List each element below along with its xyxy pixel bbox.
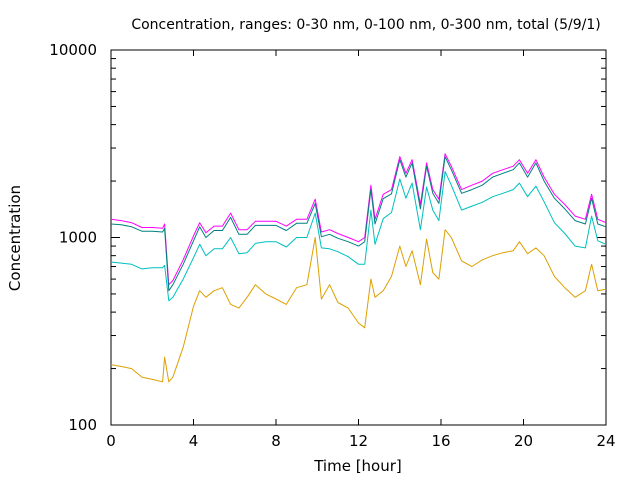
- plot-frame: [110, 49, 607, 426]
- x-tick-label-6: 24: [596, 432, 615, 450]
- y-axis: 100 1000 10000: [49, 41, 606, 434]
- y-tick-label-2: 10000: [49, 41, 97, 59]
- series-layer: [110, 153, 607, 383]
- chart-title: Concentration, ranges: 0-30 nm, 0-100 nm…: [131, 17, 600, 33]
- x-tick-label-1: 4: [189, 432, 199, 450]
- x-tick-label-5: 20: [514, 432, 533, 450]
- x-axis: 0 4 8 12 16 20 24: [106, 50, 616, 450]
- series-line-1: [110, 156, 607, 292]
- x-tick-label-3: 12: [349, 432, 368, 450]
- x-tick-label-2: 8: [271, 432, 281, 450]
- y-axis-label: Concentration: [6, 185, 24, 291]
- y-tick-label-0: 100: [68, 416, 97, 434]
- series-line-3: [110, 229, 607, 383]
- series-line-0: [110, 153, 607, 286]
- y-tick-label-1: 1000: [59, 229, 97, 247]
- x-tick-label-0: 0: [106, 432, 116, 450]
- x-tick-label-4: 16: [431, 432, 450, 450]
- series-line-2: [110, 171, 607, 302]
- x-axis-label: Time [hour]: [313, 457, 402, 475]
